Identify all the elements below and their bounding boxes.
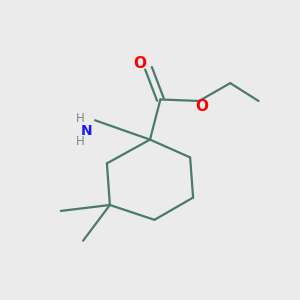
Text: O: O — [133, 56, 146, 71]
Text: N: N — [80, 124, 92, 138]
Text: H: H — [76, 136, 85, 148]
Text: O: O — [196, 98, 208, 113]
Text: H: H — [76, 112, 85, 125]
